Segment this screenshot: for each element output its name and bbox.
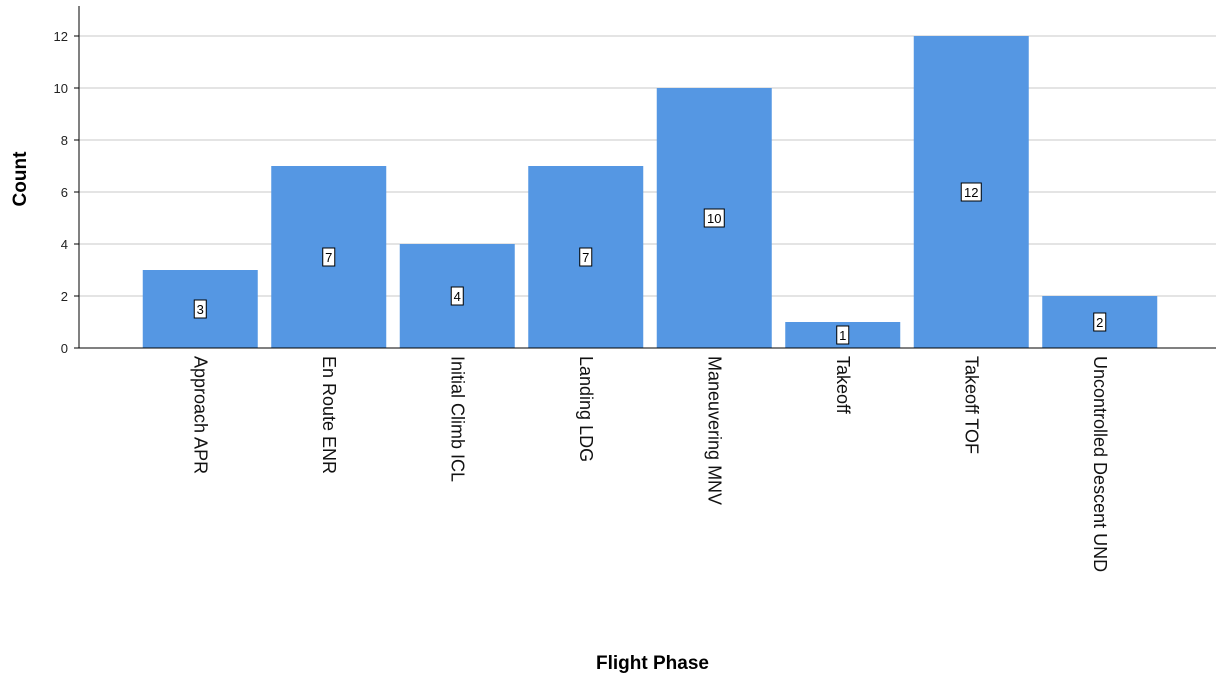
x-category-label: Uncontrolled Descent UND — [1090, 356, 1110, 572]
data-label: 12 — [964, 185, 978, 200]
y-tick-labels: 0 2 4 6 8 10 12 — [54, 29, 79, 356]
y-tick-label: 4 — [61, 237, 68, 252]
y-tick-label: 6 — [61, 185, 68, 200]
data-label: 2 — [1096, 315, 1103, 330]
y-tick-label: 12 — [54, 29, 68, 44]
data-label: 7 — [582, 250, 589, 265]
x-category-label: Approach APR — [190, 356, 210, 474]
data-label: 4 — [454, 289, 461, 304]
data-label-box — [450, 286, 464, 306]
y-tick-label: 2 — [61, 289, 68, 304]
data-label-box — [579, 247, 593, 267]
gridlines — [79, 35, 1216, 297]
y-tick-label: 8 — [61, 133, 68, 148]
axes — [78, 6, 1216, 349]
x-category-label: Takeoff — [833, 356, 853, 415]
data-label-box — [836, 325, 850, 345]
data-label: 7 — [325, 250, 332, 265]
x-category-label: En Route ENR — [319, 356, 339, 474]
y-axis-title: Count — [10, 151, 31, 207]
x-category-label: Landing LDG — [576, 356, 596, 462]
data-labels: 3 7 4 7 10 1 12 2 — [193, 182, 1107, 345]
data-label-box — [193, 299, 207, 319]
data-label: 10 — [707, 211, 721, 226]
x-category-label: Initial Climb ICL — [447, 356, 467, 482]
data-label-box — [960, 182, 982, 202]
x-axis-title: Flight Phase — [596, 653, 709, 674]
data-label: 1 — [839, 328, 846, 343]
data-label-box — [703, 208, 725, 228]
x-category-label: Maneuvering MNV — [704, 356, 724, 505]
data-label-box — [322, 247, 336, 267]
data-label: 3 — [197, 302, 204, 317]
x-category-labels: Approach APR En Route ENR Initial Climb IC… — [190, 356, 1110, 572]
x-category-label: Takeoff TOF — [961, 356, 981, 454]
y-tick-label: 0 — [61, 341, 68, 356]
data-label-box — [1093, 312, 1107, 332]
y-tick-label: 10 — [54, 81, 68, 96]
